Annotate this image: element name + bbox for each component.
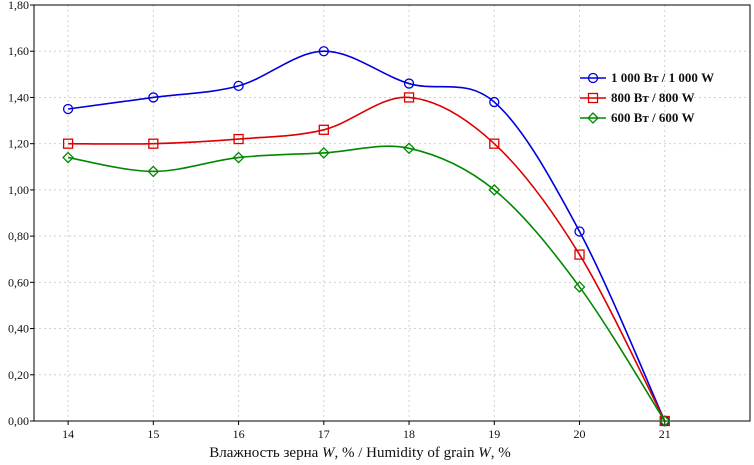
data-point xyxy=(147,165,160,178)
x-axis-label-part-1: Влажность зерна xyxy=(209,445,322,461)
data-point xyxy=(318,46,329,57)
data-point xyxy=(574,249,585,260)
data-point xyxy=(62,151,75,164)
x-axis-label-part-3: , % / Humidity of grain xyxy=(335,445,479,461)
x-tick-label: 15 xyxy=(147,427,159,441)
series-line xyxy=(67,145,666,422)
data-point xyxy=(62,138,74,149)
y-tick-label: 0,00 xyxy=(8,414,29,428)
x-axis-label-part-4: W xyxy=(478,445,492,461)
series-1 xyxy=(62,46,670,427)
legend-marker xyxy=(587,112,599,124)
legend-label: 800 Вт / 800 W xyxy=(611,90,695,105)
y-tick-label: 0,80 xyxy=(8,229,29,243)
legend-label: 600 Вт / 600 W xyxy=(611,110,695,125)
y-tick-label: 0,20 xyxy=(8,368,29,382)
legend-label: 1 000 Вт / 1 000 W xyxy=(611,70,714,85)
data-point xyxy=(658,415,671,427)
y-tick-label: 0,40 xyxy=(8,322,29,336)
data-point xyxy=(403,78,415,89)
data-point xyxy=(317,146,330,159)
data-point xyxy=(232,151,245,164)
data-point xyxy=(148,138,159,149)
x-axis-label-part-2: W xyxy=(322,445,336,461)
x-tick-label: 21 xyxy=(659,427,671,441)
x-axis-ticks: 14 15 16 17 18 19 20 21 xyxy=(62,421,671,441)
legend: 1 000 Вт / 1 000 W 800 Вт / 800 W 600 Вт /… xyxy=(580,70,714,125)
plot-frame xyxy=(33,4,751,422)
x-tick-label: 17 xyxy=(318,427,330,441)
x-axis-label-part-5: , % xyxy=(491,445,511,461)
legend-marker xyxy=(587,72,599,84)
data-point xyxy=(488,183,501,196)
data-point xyxy=(233,133,244,145)
x-tick-label: 19 xyxy=(488,427,500,441)
x-tick-label: 20 xyxy=(574,427,586,441)
series-line xyxy=(67,50,666,422)
data-point xyxy=(573,281,586,293)
y-tick-label: 1,80 xyxy=(8,0,29,12)
y-tick-label: 0,60 xyxy=(8,275,29,289)
y-tick-label: 1,40 xyxy=(8,90,29,104)
legend-marker xyxy=(587,92,599,104)
series-line xyxy=(68,96,666,422)
x-tick-label: 18 xyxy=(403,427,415,441)
grid xyxy=(34,5,750,421)
data-point xyxy=(62,103,74,115)
data-point xyxy=(148,92,159,103)
y-axis-ticks: 0,00 0,20 0,40 0,60 0,80 1,00 1,20 1,40 1,60 1,80 xyxy=(8,0,34,428)
x-tick-label: 16 xyxy=(233,427,245,441)
y-tick-label: 1,60 xyxy=(8,44,29,58)
y-tick-label: 1,00 xyxy=(8,183,29,197)
x-axis-label: Влажность зерна W, % / Humidity of grain… xyxy=(209,445,510,461)
series-2 xyxy=(62,92,670,427)
x-tick-label: 14 xyxy=(62,427,74,441)
series-group xyxy=(62,46,671,427)
y-tick-label: 1,20 xyxy=(8,137,29,151)
data-point xyxy=(318,124,329,135)
data-point xyxy=(403,142,415,155)
data-point xyxy=(574,226,585,237)
data-point xyxy=(403,92,415,103)
data-point xyxy=(233,80,244,92)
data-point xyxy=(489,138,500,149)
data-point xyxy=(489,96,500,108)
series-3 xyxy=(62,142,671,427)
